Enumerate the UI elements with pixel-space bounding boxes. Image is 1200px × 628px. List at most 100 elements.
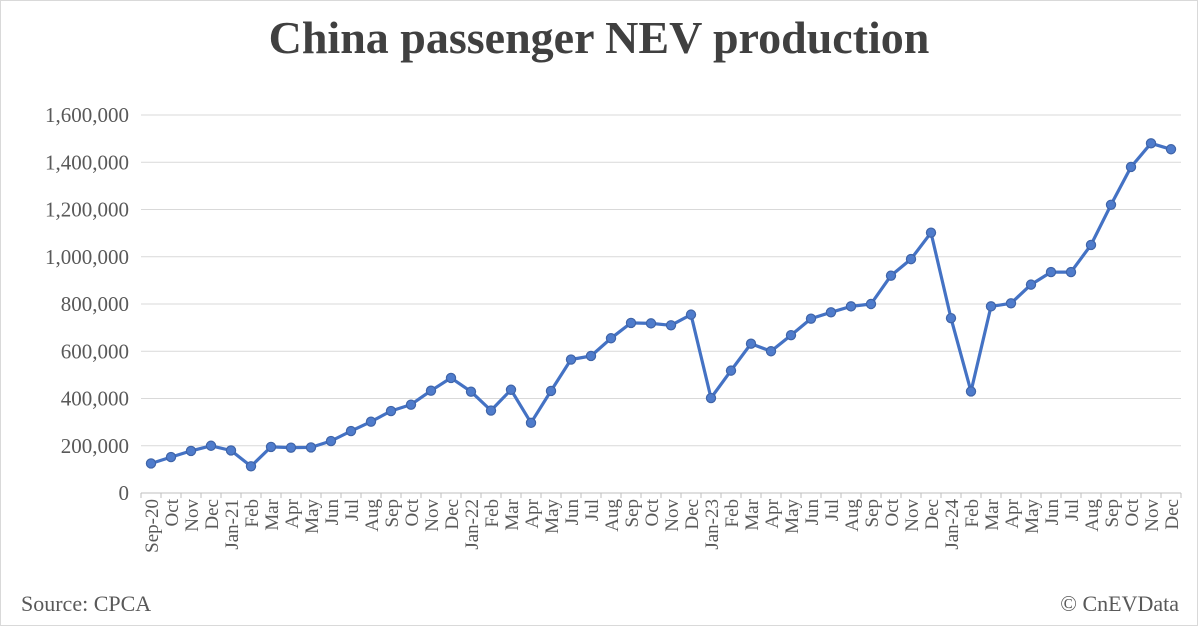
x-tick-label: Jan-22 (462, 499, 483, 550)
x-tick-label: Nov (662, 499, 683, 532)
x-tick-label: Apr (1002, 498, 1023, 528)
x-tick-label: Feb (242, 499, 263, 528)
data-point (745, 338, 757, 349)
y-tick-label: 1,600,000 (45, 103, 129, 127)
data-point (725, 365, 737, 376)
y-tick-label: 800,000 (61, 292, 129, 316)
data-point (965, 386, 977, 397)
x-tick-label: Jan-21 (222, 499, 243, 550)
data-point (205, 440, 217, 451)
x-tick-label: Mar (742, 498, 763, 530)
data-point (925, 227, 937, 238)
x-tick-label: Dec (1162, 499, 1183, 530)
data-point (1105, 199, 1117, 210)
data-point (825, 307, 837, 318)
data-point (445, 372, 457, 384)
data-point (365, 416, 377, 427)
data-point (865, 298, 877, 310)
x-tick-label: Oct (402, 498, 423, 526)
data-point (165, 451, 177, 463)
x-tick-label: Nov (422, 499, 443, 532)
data-point (905, 253, 917, 265)
data-point (545, 385, 557, 397)
data-point (325, 435, 337, 447)
x-tick-label: Jun (562, 499, 583, 526)
data-point (765, 346, 777, 357)
x-tick-label: Aug (842, 499, 863, 532)
y-tick-label: 200,000 (61, 434, 129, 458)
x-tick-label: Mar (262, 498, 283, 530)
data-point (145, 458, 157, 469)
x-tick-label: Sep (622, 499, 643, 528)
x-tick-label: Apr (762, 498, 783, 528)
x-tick-label: Sep (862, 499, 883, 528)
y-tick-label: 1,200,000 (45, 198, 129, 222)
y-tick-label: 1,000,000 (45, 245, 129, 269)
data-point (625, 317, 637, 329)
x-tick-label: Mar (502, 498, 523, 530)
x-tick-label: Oct (1122, 498, 1143, 526)
x-tick-label: Oct (642, 498, 663, 526)
data-point (1085, 239, 1097, 251)
data-point (1125, 161, 1137, 173)
data-point (385, 405, 397, 417)
data-point (405, 399, 417, 410)
data-point (525, 417, 537, 429)
data-point (1045, 266, 1057, 278)
x-tick-label: Oct (162, 498, 183, 526)
x-tick-label: Mar (982, 498, 1003, 530)
data-point (285, 442, 297, 453)
data-point (705, 392, 717, 404)
data-point (1145, 138, 1157, 149)
x-tick-label: Feb (722, 499, 743, 528)
data-point (505, 384, 517, 395)
data-point (265, 441, 277, 453)
x-tick-label: Aug (362, 499, 383, 532)
x-tick-label: Jan-23 (702, 499, 723, 550)
data-point (805, 313, 817, 324)
x-tick-label: Aug (1082, 499, 1103, 532)
x-tick-label: Nov (182, 499, 203, 532)
y-tick-label: 0 (119, 481, 130, 505)
x-tick-label: Dec (442, 499, 463, 530)
data-point (985, 301, 997, 312)
y-tick-label: 1,400,000 (45, 150, 129, 174)
y-tick-label: 400,000 (61, 387, 129, 411)
data-point (1005, 298, 1017, 309)
x-tick-label: Jun (802, 499, 823, 526)
x-tick-label: Dec (682, 499, 703, 530)
data-point (245, 461, 257, 472)
data-point (565, 354, 577, 365)
source-note: Source: CPCA (21, 591, 152, 616)
x-tick-label: Sep (382, 499, 403, 528)
x-tick-label: Aug (602, 499, 623, 532)
data-point (1165, 144, 1177, 155)
data-point (845, 301, 857, 312)
x-tick-label: May (1022, 499, 1043, 534)
x-tick-label: Jun (322, 499, 343, 526)
data-point (465, 386, 477, 397)
data-point (585, 350, 597, 362)
data-point (945, 312, 957, 324)
series-line (149, 141, 1173, 468)
x-tick-label: Jul (342, 499, 363, 521)
data-point (345, 425, 357, 437)
x-tick-label: Jul (582, 499, 603, 521)
x-tick-label: Jun (1042, 499, 1063, 526)
x-tick-label: May (302, 499, 323, 534)
x-tick-label: Nov (902, 499, 923, 532)
x-tick-label: Apr (282, 498, 303, 528)
x-tick-label: Oct (882, 498, 903, 526)
data-point (225, 445, 237, 456)
x-tick-label: Apr (522, 498, 543, 528)
data-point (605, 333, 617, 344)
data-point (645, 318, 657, 329)
x-tick-label: Feb (482, 499, 503, 528)
data-point (485, 405, 497, 416)
chart-title: China passenger NEV production (268, 12, 930, 63)
x-tick-label: Jul (822, 499, 843, 521)
x-tick-label: Dec (202, 499, 223, 530)
x-tick-label: Jul (1062, 499, 1083, 521)
